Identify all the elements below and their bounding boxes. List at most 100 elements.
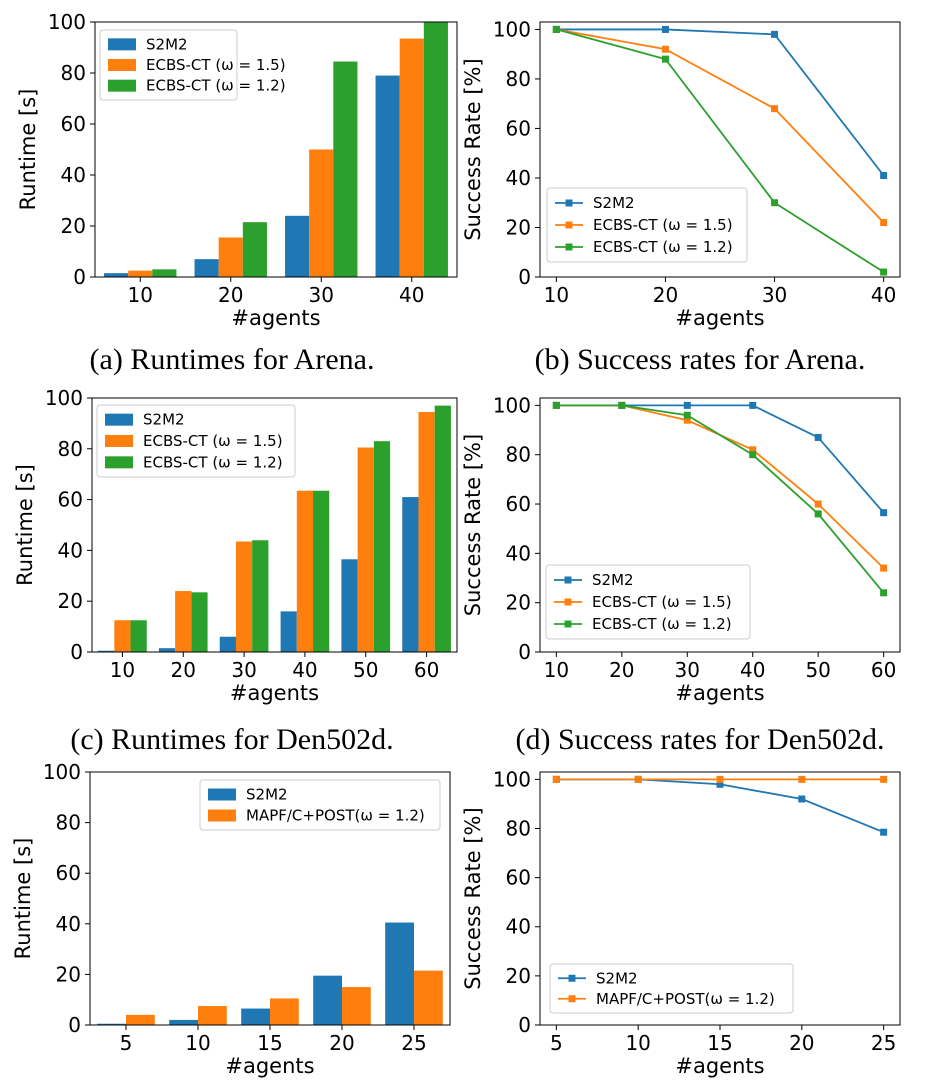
bar-c-0-5 <box>402 497 419 652</box>
bar-c-0-1 <box>158 648 176 652</box>
marker-f-0-4 <box>880 828 888 836</box>
chart-d: 0 20 40 60 80 100 10 20 30 40 50 60 #agents Success R… <box>461 393 901 705</box>
chart-a: 0 20 40 60 80 100 10 20 30 40 #agents Runtime [s] S2… <box>16 10 458 330</box>
ytick-label-f-5: 100 <box>493 767 531 791</box>
bar-e-1-3 <box>342 987 371 1025</box>
bar-c-1-1 <box>175 591 192 652</box>
bar-a-1-0 <box>128 270 153 277</box>
bar-e-0-0 <box>97 1023 126 1025</box>
ytick-label-b-0: 0 <box>518 265 531 289</box>
xtick-label-e-2: 15 <box>257 1031 282 1055</box>
ytick-label-d-2: 40 <box>506 541 531 565</box>
marker-f-1-3 <box>798 775 806 783</box>
chart-c: 0 20 40 60 80 100 10 20 30 40 50 60 #agents Runtime [… <box>13 386 458 705</box>
ytick-label-c-0: 0 <box>70 640 83 664</box>
legend-label-a-0: S2M2 <box>146 35 188 53</box>
marker-b-1-3 <box>880 219 888 227</box>
ytick-label-c-2: 40 <box>58 538 83 562</box>
line-d-0 <box>556 404 885 514</box>
marker-d-0-4 <box>814 433 822 441</box>
ytick-label-b-1: 20 <box>506 215 531 239</box>
marker-b-1-1 <box>661 45 669 53</box>
bar-a-2-3 <box>423 22 448 277</box>
marker-b-0-3 <box>880 171 888 179</box>
ytick-label-a-3: 60 <box>61 112 86 136</box>
bar-a-0-3 <box>375 75 400 277</box>
xtick-label-f-0: 5 <box>550 1031 563 1055</box>
xtick-label-e-3: 20 <box>329 1031 354 1055</box>
xtick-label-e-1: 10 <box>185 1031 210 1055</box>
bar-e-0-3 <box>313 975 342 1025</box>
marker-d-1-3 <box>749 446 757 454</box>
legend-label-b-1: ECBS-CT (ω = 1.5) <box>593 216 733 234</box>
marker-d-2-4 <box>814 510 822 518</box>
bar-a-1-2 <box>309 149 334 277</box>
line-b-2 <box>556 28 885 273</box>
xtick-label-d-3: 40 <box>740 658 765 682</box>
ytick-label-c-3: 60 <box>58 488 83 512</box>
plot-frame-a <box>94 21 458 278</box>
xtick-label-f-3: 20 <box>789 1031 814 1055</box>
legend-swatch-c-2 <box>105 456 133 469</box>
marker-d-0-5 <box>880 509 888 517</box>
xtick-label-c-2: 30 <box>231 658 256 682</box>
ytick-label-d-0: 0 <box>518 640 531 664</box>
marker-b-1-2 <box>771 105 779 113</box>
xtick-label-b-3: 40 <box>871 283 896 307</box>
legend-c <box>96 404 296 478</box>
ytick-label-f-1: 20 <box>506 964 531 988</box>
legend-label-c-0: S2M2 <box>143 411 185 429</box>
legend-marker-b-0 <box>565 199 573 207</box>
legend-marker-d-1 <box>564 598 572 606</box>
bar-e-0-1 <box>169 1019 198 1025</box>
legend-label-d-2: ECBS-CT (ω = 1.2) <box>592 615 732 633</box>
bar-c-0-0 <box>98 650 115 652</box>
bar-c-1-4 <box>357 447 374 652</box>
ytick-label-d-3: 60 <box>506 492 531 516</box>
bar-c-2-0 <box>130 620 147 652</box>
line-d-2 <box>556 404 885 594</box>
legend-swatch-c-0 <box>105 413 133 426</box>
chart-e: 0 20 40 60 80 100 5 10 15 20 25 #agents Runtime [s] S… <box>11 760 451 1078</box>
legend-label-f-1: MAPF/C+POST(ω = 1.2) <box>596 990 775 1008</box>
ylabel-d: Success Rate [%] <box>461 434 485 616</box>
ytick-label-f-0: 0 <box>518 1013 531 1037</box>
xlabel-f: #agents <box>675 1054 764 1078</box>
plot-frame-d <box>539 397 901 653</box>
bar-a-2-2 <box>333 61 358 278</box>
bar-c-1-3 <box>296 490 314 652</box>
marker-b-2-3 <box>880 268 888 276</box>
ytick-label-f-2: 40 <box>506 915 531 939</box>
ytick-label-d-5: 100 <box>493 393 531 417</box>
xtick-label-c-4: 50 <box>353 658 378 682</box>
ytick-label-e-5: 100 <box>43 760 81 784</box>
xtick-label-c-5: 60 <box>414 658 439 682</box>
legend-b <box>546 187 748 263</box>
ytick-label-c-5: 100 <box>45 386 83 410</box>
legend-swatch-a-2 <box>108 79 136 92</box>
ytick-label-e-1: 20 <box>56 962 81 986</box>
legend-label-d-0: S2M2 <box>592 571 634 589</box>
legend-marker-f-0 <box>568 974 576 982</box>
legend-marker-b-1 <box>565 221 573 229</box>
ytick-label-c-4: 80 <box>58 437 83 461</box>
marker-b-2-1 <box>661 55 669 63</box>
legend-marker-b-2 <box>565 243 573 251</box>
legend-label-e-0: S2M2 <box>246 786 288 804</box>
marker-f-1-2 <box>716 775 724 783</box>
xtick-label-f-1: 10 <box>625 1031 650 1055</box>
ytick-label-b-5: 100 <box>493 17 531 41</box>
caption-a: (a) Runtimes for Arena. <box>90 343 375 376</box>
line-b-1 <box>556 28 885 224</box>
marker-b-2-0 <box>552 25 560 33</box>
marker-b-0-1 <box>661 25 669 33</box>
caption-d: (d) Success rates for Den502d. <box>515 723 884 756</box>
xlabel-a: #agents <box>231 306 320 330</box>
ytick-label-d-1: 20 <box>506 591 531 615</box>
xlabel-c: #agents <box>230 681 319 705</box>
legend-label-d-1: ECBS-CT (ω = 1.5) <box>592 593 732 611</box>
bar-a-1-3 <box>399 38 424 278</box>
xtick-label-a-1: 20 <box>218 283 243 307</box>
ylabel-e: Runtime [s] <box>11 838 35 960</box>
